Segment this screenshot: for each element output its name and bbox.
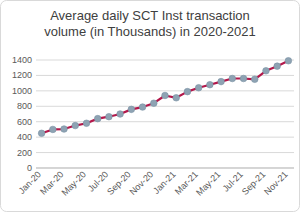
marker — [94, 115, 101, 122]
marker — [50, 126, 57, 133]
plot-group — [38, 57, 291, 136]
x-tick-label: Nov-21 — [262, 169, 290, 197]
title: Average daily SCT Inst transactionvolume… — [44, 8, 256, 39]
x-axis — [36, 168, 294, 169]
grid-line — [36, 137, 294, 138]
y-tick-label: 1200 — [12, 70, 32, 80]
frame — [1, 1, 300, 212]
marker — [117, 111, 124, 118]
marker — [229, 75, 236, 82]
marker — [61, 126, 68, 133]
y-tick-label: 600 — [17, 117, 32, 127]
y-tick-label: 400 — [17, 132, 32, 142]
marker — [139, 104, 146, 111]
x-tick-label: Sep-20 — [105, 169, 133, 197]
marker — [83, 120, 90, 127]
marker — [195, 84, 202, 91]
title-line: Average daily SCT Inst transaction — [50, 8, 250, 23]
marker — [162, 92, 169, 99]
x-tick-label: Nov-20 — [128, 169, 156, 197]
y-tick-label: 200 — [17, 148, 32, 158]
grid-line — [36, 152, 294, 153]
chart: Average daily SCT Inst transactionvolume… — [0, 0, 300, 212]
x-tick-label: May-21 — [194, 169, 222, 197]
y-tick-label: 1400 — [12, 55, 32, 65]
marker — [274, 63, 281, 70]
marker — [285, 57, 292, 64]
title-line: volume (in Thousands) in 2020-2021 — [44, 24, 256, 39]
grid-line — [36, 60, 294, 61]
x-tick-label: Sep-21 — [240, 169, 268, 197]
marker — [150, 100, 157, 107]
marker — [72, 122, 79, 129]
marker — [251, 76, 258, 83]
marker — [240, 75, 247, 82]
x-tick-label: Jan-21 — [151, 169, 178, 196]
marker — [207, 81, 214, 88]
y-tick-label: 0 — [27, 163, 32, 173]
marker — [128, 106, 135, 113]
grid-line — [36, 90, 294, 91]
grid-line — [36, 168, 294, 169]
marker — [263, 68, 270, 75]
marker — [218, 78, 225, 85]
x-tick-label: May-20 — [60, 169, 88, 197]
x-tick-label: Jan-20 — [16, 169, 43, 196]
grid-line — [36, 106, 294, 107]
series-line — [42, 61, 289, 134]
marker — [106, 113, 113, 120]
marker — [184, 88, 191, 95]
marker — [38, 130, 45, 137]
y-tick-label: 800 — [17, 101, 32, 111]
y-tick-label: 1000 — [12, 86, 32, 96]
marker — [173, 95, 180, 102]
